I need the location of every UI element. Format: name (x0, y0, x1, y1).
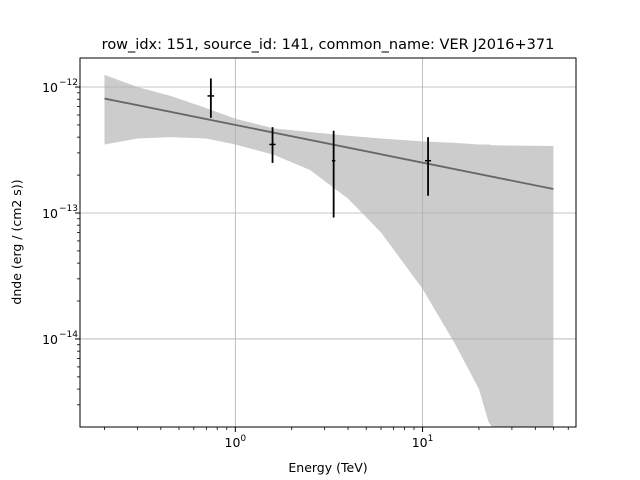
data-point (331, 130, 336, 218)
x-tick-exponent: 0 (240, 434, 246, 444)
data-point (207, 78, 215, 118)
y-tick-exponent: −12 (59, 78, 78, 88)
axes-frame (79, 57, 577, 428)
x-axis-label: Energy (TeV) (288, 460, 367, 475)
data-point (424, 137, 432, 196)
model-line (104, 97, 554, 190)
data-point (269, 127, 276, 163)
plot-clipped-group (80, 58, 576, 427)
y-axis-label: dnde (erg / (cm2 s)) (9, 179, 24, 304)
y-tick-exponent: −14 (59, 330, 78, 340)
x-tick-exponent: 1 (428, 434, 434, 444)
confidence-band (104, 74, 554, 427)
chart-title: row_idx: 151, source_id: 141, common_nam… (102, 37, 555, 53)
y-tick-exponent: −13 (59, 204, 78, 214)
